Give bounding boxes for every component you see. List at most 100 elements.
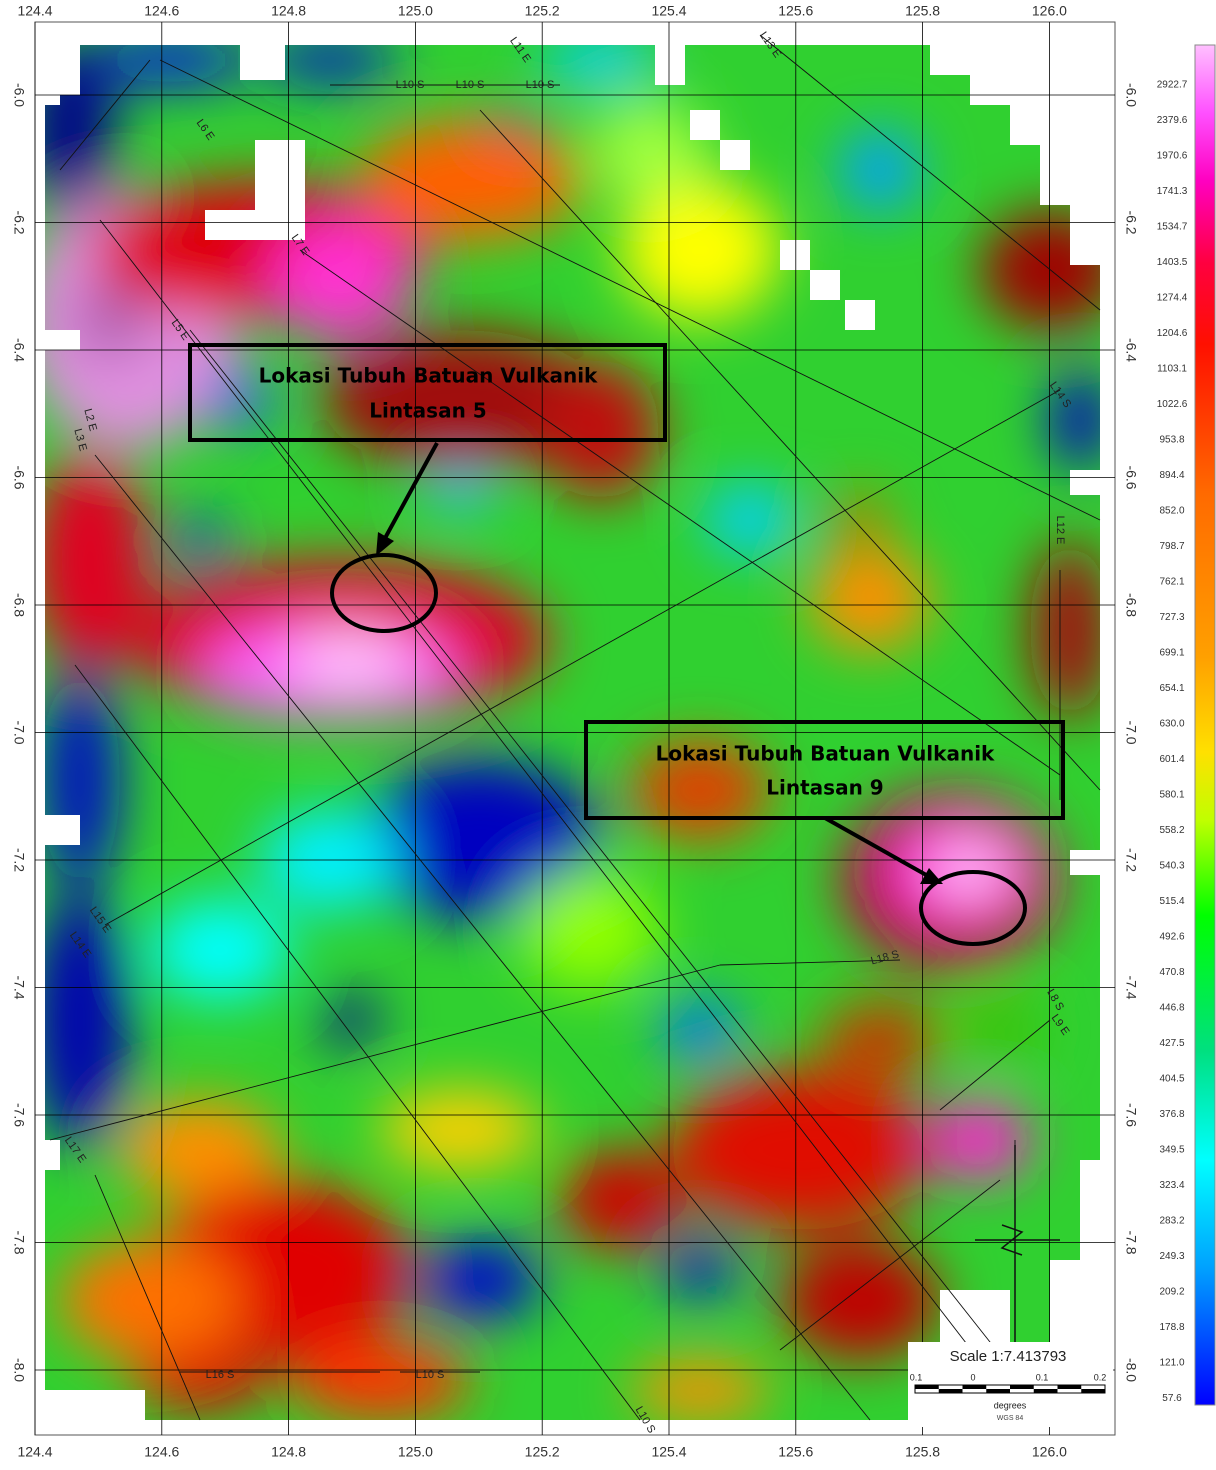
survey-line [99, 219, 1011, 1401]
y-tick-label: -6.4 [1123, 338, 1139, 362]
colorbar-label: 580.1 [1159, 790, 1184, 801]
colorbar-label: 2922.7 [1157, 80, 1188, 91]
colorbar-label: 1970.6 [1157, 151, 1188, 162]
survey-line [939, 1019, 1051, 1111]
arrow [824, 816, 929, 878]
target-ellipse [330, 553, 438, 633]
survey-line [104, 389, 1061, 926]
annotation-box [584, 720, 1065, 820]
survey-line [59, 59, 151, 171]
no-data-cell [240, 45, 285, 80]
colorbar-label: 376.8 [1159, 1109, 1184, 1120]
no-data-cell [45, 1390, 145, 1420]
no-data-cell [1070, 470, 1100, 495]
colorbar-label: 492.6 [1159, 932, 1184, 943]
line-label: L10 S [456, 79, 485, 91]
x-tick-label: 125.4 [651, 3, 686, 19]
no-data-cell [45, 815, 80, 845]
y-tick-label: -6.2 [1123, 210, 1139, 234]
scale-tick-label: 0.1 [1036, 1372, 1049, 1382]
field-blob [810, 550, 930, 650]
colorbar-label: 601.4 [1159, 754, 1184, 765]
no-data-cell [690, 110, 720, 140]
field-blob [840, 130, 920, 210]
field-blob [705, 485, 795, 555]
no-data-cell [720, 140, 750, 170]
annotation-title: Lokasi Tubuh Batuan Vulkanik [656, 742, 995, 766]
field-blob [660, 1240, 740, 1300]
no-data-cell [45, 1140, 60, 1170]
anomaly-field [45, 45, 1100, 1420]
scale-segment [1057, 1385, 1082, 1389]
colorbar-label: 283.2 [1159, 1216, 1184, 1227]
no-data-cell [255, 140, 305, 210]
no-data-cell [45, 330, 80, 350]
survey-line [299, 249, 1061, 776]
colorbar-label: 727.3 [1159, 612, 1184, 623]
y-tick-label: -8.0 [11, 1358, 27, 1382]
scale-datum: WGS 84 [997, 1415, 1024, 1422]
colorbar-label: 1274.4 [1157, 293, 1188, 304]
colorbar-label: 630.0 [1159, 719, 1184, 730]
y-tick-label: -6.4 [11, 338, 27, 362]
line-label: L12 E [1054, 516, 1066, 545]
colorbar-label: 121.0 [1159, 1358, 1184, 1369]
x-tick-label: 125.6 [778, 1444, 813, 1460]
arrow [382, 442, 439, 541]
field-blob [930, 1100, 1030, 1180]
field-blob [1030, 540, 1100, 720]
no-data-cell [1070, 850, 1100, 875]
colorbar-label: 1534.7 [1157, 222, 1188, 233]
x-tick-label: 124.4 [17, 3, 52, 19]
scale-tick-label: 0 [970, 1372, 975, 1382]
y-tick-label: -7.0 [11, 720, 27, 744]
line-label: L3 E [71, 427, 88, 452]
field-blob [45, 450, 150, 670]
colorbar-label: 349.5 [1159, 1145, 1184, 1156]
scale-tick-label: 0.2 [1094, 1372, 1107, 1382]
line-label: L16 S [206, 1369, 235, 1381]
colorbar-label: 249.3 [1159, 1251, 1184, 1262]
north-arrow [975, 1145, 1060, 1345]
y-tick-label: -6.6 [11, 465, 27, 489]
x-tick-label: 124.8 [271, 1444, 306, 1460]
line-label: L10 S [526, 79, 555, 91]
colorbar-label: 446.8 [1159, 1003, 1184, 1014]
y-tick-label: -7.8 [11, 1230, 27, 1254]
no-data-cell [1040, 145, 1100, 205]
scale-segment [915, 1385, 939, 1389]
colorbar-label: 894.4 [1159, 470, 1184, 481]
field-blob [320, 330, 600, 470]
colorbar-label: 404.5 [1159, 1074, 1184, 1085]
target-ellipse [919, 870, 1027, 946]
scale-segment [938, 1389, 963, 1393]
no-data-cell [1070, 205, 1100, 265]
field-blob [360, 120, 580, 240]
survey-line [759, 34, 1101, 311]
field-blob [1050, 370, 1100, 470]
colorbar-label: 209.2 [1159, 1287, 1184, 1298]
field-blob [45, 670, 120, 890]
survey-line [159, 59, 1101, 521]
y-tick-label: -7.0 [1123, 720, 1139, 744]
y-tick-label: -6.8 [1123, 593, 1139, 617]
colorbar-label: 654.1 [1159, 683, 1184, 694]
colorbar-label: 57.6 [1162, 1393, 1182, 1404]
survey-line [94, 1174, 201, 1421]
survey-line [779, 1179, 1001, 1351]
field-blob [210, 370, 270, 430]
colorbar-label: 1103.1 [1157, 364, 1187, 375]
colorbar-label: 178.8 [1159, 1322, 1184, 1333]
x-tick-label: 125.2 [525, 3, 560, 19]
field-blob [380, 1090, 540, 1170]
labels: 124.4 124.4 124.6 124.6 124.8 124.8 125.0 125.0… [11, 3, 1187, 1460]
x-tick-label: 125.0 [398, 1444, 433, 1460]
scale-segment [1033, 1389, 1058, 1393]
colorbar-label: 540.3 [1159, 861, 1184, 872]
x-tick-label: 124.8 [271, 3, 306, 19]
x-tick-label: 125.4 [651, 1444, 686, 1460]
x-tick-label: 126.0 [1032, 1444, 1067, 1460]
x-tick-label: 124.6 [144, 1444, 179, 1460]
field-blob [170, 515, 230, 565]
